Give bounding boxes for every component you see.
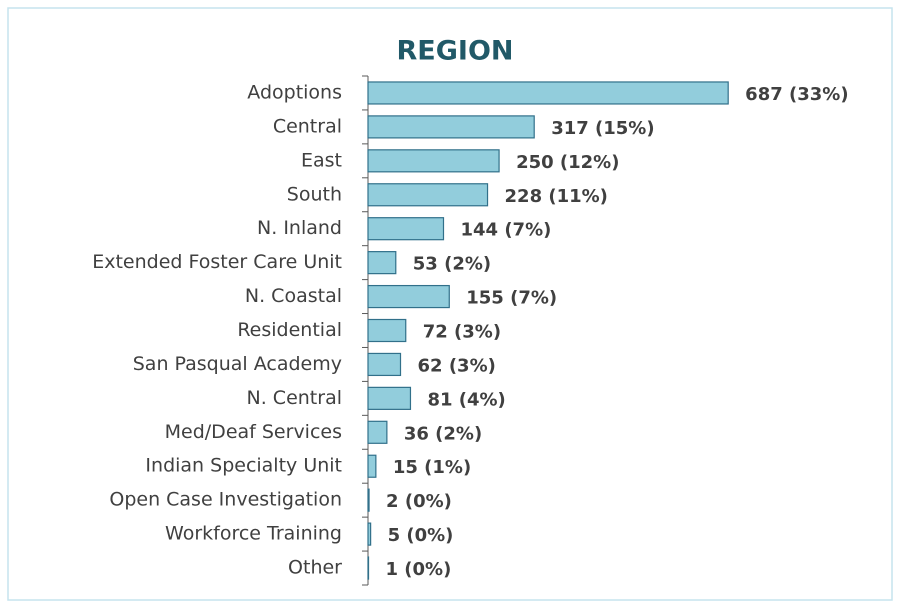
bar [367,488,370,512]
category-label: Extended Foster Care Unit [92,251,342,273]
value-label: 1 (0%) [386,559,452,580]
bar [367,522,372,546]
value-label: 53 (2%) [413,254,491,275]
value-label: 317 (15%) [551,118,654,139]
bar [367,149,500,173]
category-label: N. Coastal [245,285,342,307]
category-label: N. Inland [257,217,342,239]
value-label: 155 (7%) [466,288,557,309]
category-label: Adoptions [247,81,342,103]
bar [367,352,402,377]
value-label: 228 (11%) [505,186,608,207]
category-label: Residential [237,319,342,341]
category-label: East [301,149,342,171]
bar [367,251,397,275]
category-label: San Pasqual Academy [133,353,342,375]
category-label: Other [288,557,342,579]
category-label: South [287,183,342,205]
value-label: 36 (2%) [404,423,482,444]
value-label: 15 (1%) [393,457,471,478]
bar [367,183,489,207]
value-label: 81 (4%) [427,389,505,410]
bar [367,386,412,410]
category-label: Med/Deaf Services [165,421,342,443]
bar [367,284,450,309]
bar [367,217,445,241]
bar [367,318,407,343]
bar [367,81,729,105]
category-label: Workforce Training [165,523,342,545]
value-label: 62 (3%) [418,355,496,376]
bar [367,556,370,580]
value-label: 144 (7%) [460,220,551,241]
value-label: 250 (12%) [516,152,619,173]
bar [367,115,535,139]
category-label: Indian Specialty Unit [145,455,342,477]
bar [367,420,388,444]
chart-title: REGION [397,36,514,67]
value-label: 2 (0%) [386,491,452,512]
category-label: N. Central [247,387,342,409]
value-label: 72 (3%) [423,322,501,343]
category-label: Open Case Investigation [109,489,342,511]
chart-frame [7,7,893,601]
category-label: Central [273,115,342,137]
bar [367,454,377,478]
value-label: 687 (33%) [745,84,848,105]
value-label: 5 (0%) [388,525,454,546]
